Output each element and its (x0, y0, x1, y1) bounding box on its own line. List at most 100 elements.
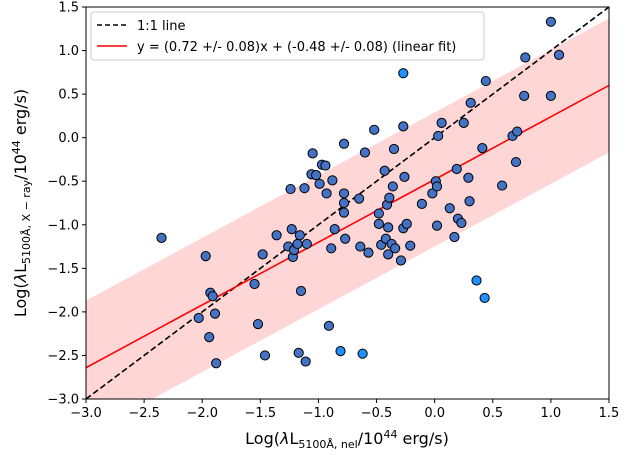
data-point (399, 171, 410, 182)
data-point (480, 75, 491, 87)
data-point (363, 247, 374, 258)
data-point (510, 156, 522, 168)
data-point (477, 143, 488, 154)
data-point (416, 198, 427, 209)
data-point (456, 217, 467, 229)
highlighted-data-point (357, 348, 368, 359)
data-point (545, 16, 556, 27)
data-point (520, 52, 531, 63)
data-point (512, 126, 523, 137)
data-point (295, 285, 307, 297)
data-point (294, 230, 305, 241)
data-point (301, 238, 312, 250)
data-points (156, 16, 565, 369)
x-tick-label: −2.0 (186, 406, 218, 421)
data-point (286, 224, 297, 235)
y-tick-label: −0.5 (47, 175, 79, 190)
x-tick-label: 1.0 (541, 406, 562, 421)
data-point (519, 90, 530, 101)
data-point (465, 97, 476, 108)
y-tick-label: 1.0 (58, 44, 79, 59)
plot-frame (85, 6, 610, 400)
data-point (314, 178, 325, 189)
data-point (193, 312, 204, 324)
data-point (326, 243, 337, 254)
data-point (204, 332, 215, 343)
data-point (300, 356, 311, 367)
data-point (553, 49, 565, 61)
legend: 1:1 line y = (0.72 +/- 0.08)x + (-0.48 +… (90, 11, 485, 61)
x-tick-label: −1.0 (303, 406, 335, 421)
x-tick-label: −3.0 (70, 406, 102, 421)
data-point (359, 147, 371, 158)
data-point (379, 165, 390, 176)
data-point (252, 318, 264, 330)
data-point (431, 220, 443, 231)
data-point (383, 249, 394, 260)
data-point (355, 241, 366, 252)
y-tick-label: 1.5 (58, 1, 79, 16)
data-point (449, 231, 460, 243)
data-point (340, 233, 351, 244)
data-point (387, 181, 398, 192)
data-point (383, 222, 394, 233)
data-point (329, 224, 340, 235)
data-point (444, 203, 455, 214)
data-point (431, 181, 443, 192)
y-axis-ticks: −3.0 −2.5 −2.0 −1.5 −1.0 −0.5 0.0 0.5 1.0 1.5 (47, 1, 86, 408)
data-point (323, 320, 335, 331)
y-tick-label: −1.5 (47, 262, 79, 277)
x-tick-label: −1.5 (245, 406, 277, 421)
data-point (388, 143, 400, 155)
confidence-band (86, 18, 609, 399)
y-tick-label: 0.5 (58, 88, 79, 103)
highlighted-data-point (479, 292, 490, 304)
data-point (545, 90, 556, 101)
data-point (338, 138, 350, 149)
fit-band-area (86, 18, 609, 399)
data-point (390, 243, 401, 254)
y-tick-label: −1.0 (47, 218, 79, 233)
data-point (433, 130, 444, 142)
y-tick-label: −2.0 (47, 305, 79, 320)
data-point (311, 170, 322, 181)
y-tick-label: −2.5 (47, 349, 79, 364)
data-point (307, 148, 318, 159)
data-point (398, 121, 409, 132)
data-point (496, 180, 508, 191)
data-point (405, 240, 416, 251)
legend-label-one-to-one: 1:1 line (137, 19, 186, 34)
data-point (354, 193, 365, 204)
data-point (200, 251, 211, 262)
data-point (285, 183, 296, 195)
legend-frame (90, 11, 485, 61)
x-tick-label: 1.5 (599, 406, 620, 421)
data-point (299, 183, 310, 194)
data-point (292, 238, 303, 250)
data-point (464, 196, 475, 207)
data-point (458, 117, 469, 128)
data-point (338, 188, 350, 199)
x-tick-label: −0.5 (361, 406, 393, 421)
data-point (259, 350, 271, 361)
data-point (209, 308, 221, 319)
y-axis-title: Log(λL5100Å, X − ray/1044 erg/s) (10, 89, 33, 317)
data-point (249, 278, 260, 290)
data-point (211, 358, 222, 369)
data-point (401, 218, 412, 230)
linear-fit-line (86, 84, 609, 369)
data-point (293, 347, 304, 358)
data-point (257, 249, 268, 260)
x-tick-label: −2.5 (128, 406, 160, 421)
y-tick-label: −3.0 (47, 393, 79, 408)
data-point (373, 218, 384, 230)
highlighted-data-point (471, 275, 482, 286)
data-point (427, 188, 438, 199)
y-tick-label: 0.0 (58, 131, 79, 146)
data-point (321, 188, 332, 199)
data-point (384, 192, 395, 203)
x-tick-label: 0.5 (482, 406, 503, 421)
data-point (271, 230, 282, 241)
data-point (327, 175, 338, 186)
